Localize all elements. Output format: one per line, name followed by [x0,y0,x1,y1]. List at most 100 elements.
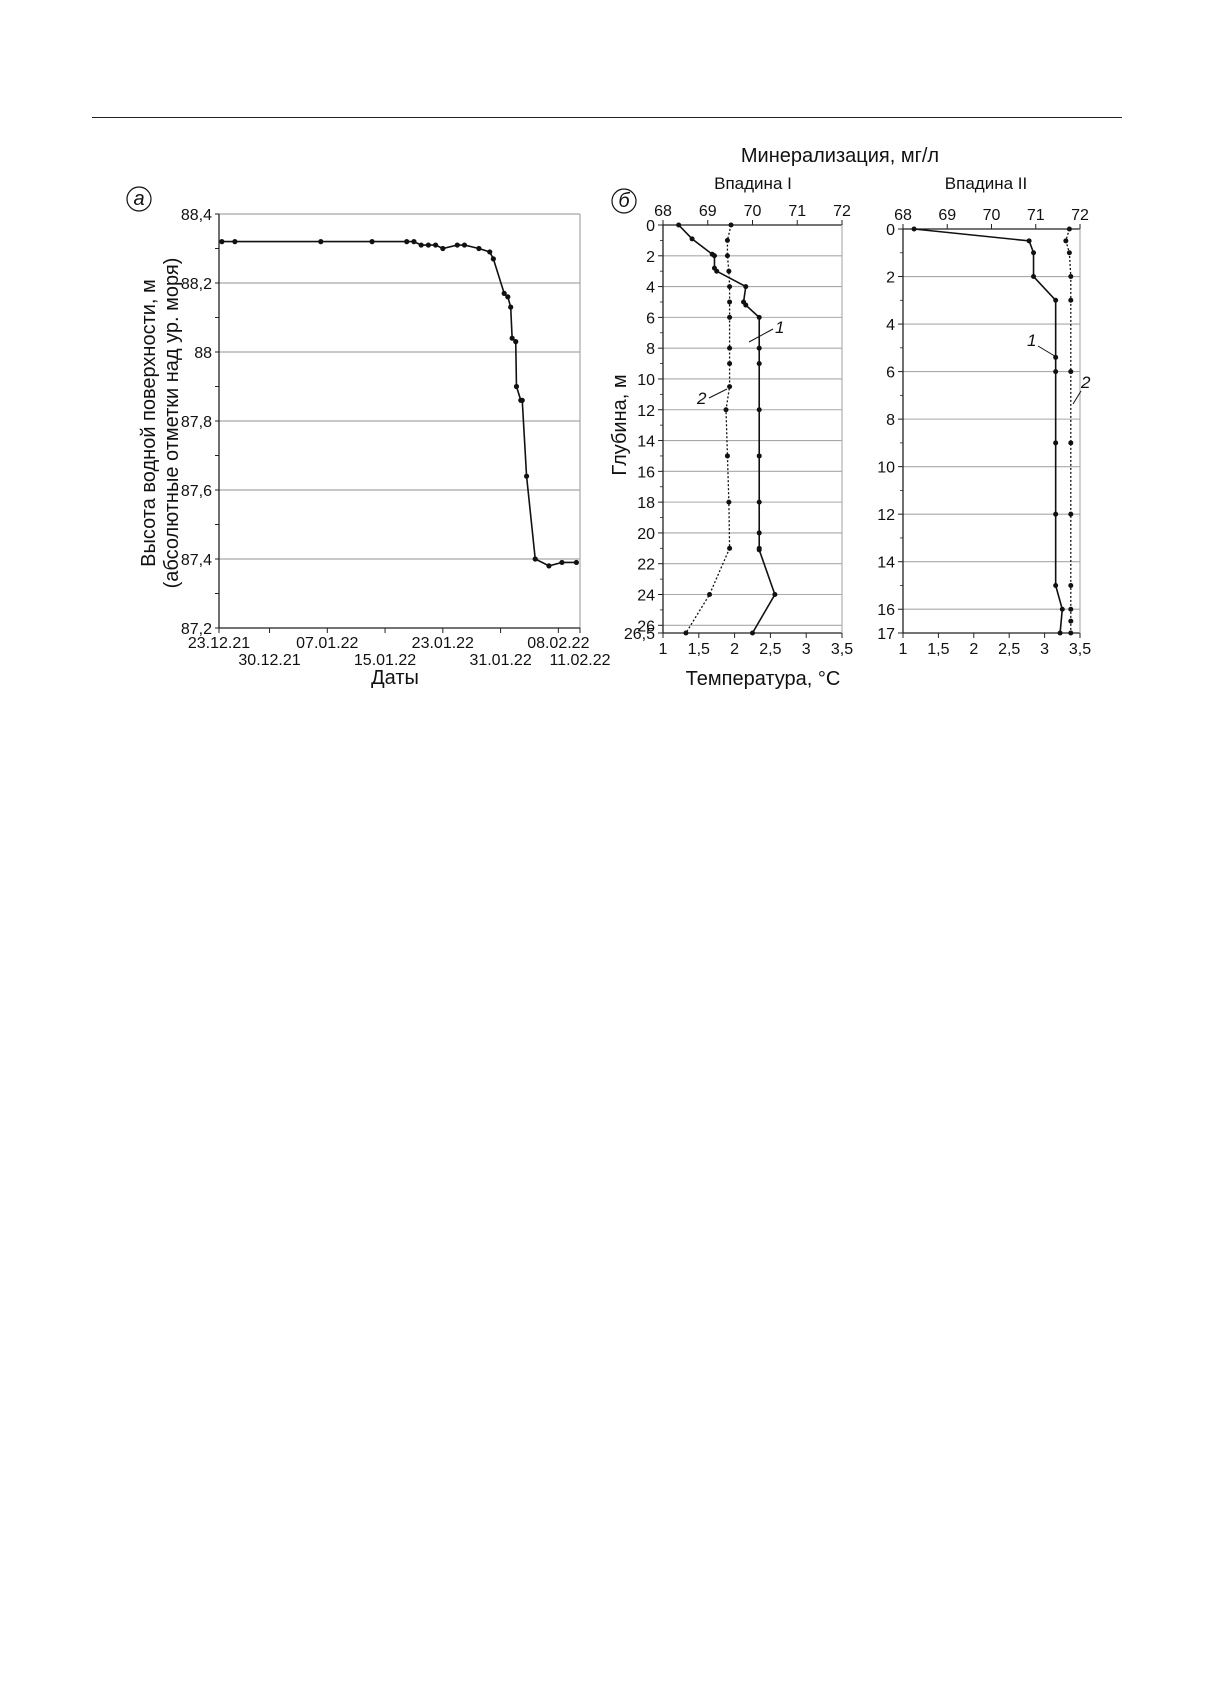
panel-a-x-tick-label: 23.12.21 [188,635,250,652]
b2-series-2-point [1068,630,1074,636]
b1-series-1-point [743,284,749,290]
b1-y-tick-label: 16 [637,464,655,481]
panel-a-data-point [546,563,552,569]
b1-bottom-tick-label: 2 [730,641,739,658]
panel-a-y-tick-label: 87,8 [181,414,212,431]
b2-series-2-line [1065,228,1072,633]
panel-a-y-tick-label: 87,2 [181,621,212,638]
b1-series-2-point [727,299,733,305]
panel-a-x-tick-label: 23.01.22 [412,635,474,652]
panel-a-data-point [559,559,565,566]
b1-y-tick-label: 0 [646,218,655,235]
b1-series-1-point [756,314,762,320]
b1-y-tick-label: 4 [646,280,655,297]
b2-series-2-point [1068,511,1074,517]
b1-series-2-point [724,453,730,459]
panel-a-tick-marks [215,213,581,633]
b1-series-2-point [727,384,733,390]
panel-a-y-tick-label: 88,2 [181,276,212,293]
b1-series-2-point [724,253,730,259]
panel-a-data-point [461,242,468,248]
chart-panel-a: 87,2 87,4 87,6 87,8 88 88,2 88,4 23.12.2130.12… [126,186,611,689]
panel-a-data-point [487,249,493,255]
b2-series-1-point [1031,274,1037,280]
depression-1-curve-2-label: 2 [696,389,707,408]
b1-top-tick-label: 70 [744,203,762,220]
b2-series-1-point [1026,238,1032,244]
b1-y-tick-label: 8 [646,341,655,358]
panel-a-data-point [519,397,525,403]
panel-a-data-point [513,383,520,390]
panel-a-x-tick-label: 07.01.22 [296,635,358,652]
b1-y-tick-label: 10 [637,372,655,389]
b2-bottom-tick-label: 1,5 [927,641,949,658]
b1-series-1-point [756,453,762,459]
depression-1-title: Впадина I [714,174,792,193]
depression-1-curve-1-label: 1 [775,318,784,337]
b2-y-tick-label: 2 [886,270,895,287]
b2-series-1-point [1053,511,1059,517]
b2-series-2-point [1068,369,1074,375]
b1-top-tick-label: 68 [654,203,672,220]
b2-top-tick-label: 70 [983,207,1001,224]
b1-y-tick-label: 6 [646,310,655,327]
b1-series-2-point [727,361,733,367]
panel-a-y-tick-label: 87,4 [181,552,212,569]
b2-series-1-point [1059,606,1065,612]
b2-y-tick-label: 17 [877,626,895,643]
b2-bottom-tick-label: 1 [899,641,908,658]
page-top-rule [92,117,1122,118]
b2-series-1-point [1053,440,1059,446]
b1-y-tick-label: 26 [637,618,655,635]
depression-2-curve-1-label: 1 [1027,331,1036,350]
panel-a-data-point [425,242,431,248]
panel-a-x-tick-label: 08.02.22 [527,635,589,652]
depth-axis-title: Глубина, м [609,374,631,475]
b2-series-2-point [1068,582,1074,588]
b2-bottom-tick-label: 2,5 [998,641,1020,658]
b2-series-2-point [1068,274,1074,280]
b1-bottom-tick-label: 1,5 [688,641,710,658]
b1-series-1-point [711,253,717,259]
b2-series-2-point [1068,297,1074,303]
b1-series-2-point [723,407,729,413]
panel-a-data-point [505,294,511,300]
panel-b-letter-text: б [618,190,630,212]
b1-series-2-point [727,545,733,551]
panel-a-data-point [418,242,424,248]
panel-a-x-tick-label: 15.01.22 [354,652,416,669]
panel-a-data-point [532,556,538,562]
depression-2-curve-2-label: 2 [1080,373,1091,392]
panel-a-data-point [513,339,519,345]
panel-a-y-tick-label: 87,6 [181,483,212,500]
b1-series-2-line [685,224,732,634]
b1-series-1-point [756,407,762,413]
panel-a-gridlines [219,213,581,628]
b2-series-1-line [913,228,1064,634]
b2-series-2-point [1066,226,1072,232]
b1-series-1-point [714,268,720,274]
b2-series-2-point [1066,250,1072,256]
panel-a-x-tick-label: 30.12.21 [238,652,300,669]
b1-series-1-point [756,361,762,367]
b2-bottom-tick-label: 2 [969,641,978,658]
b1-bottom-tick-label: 2,5 [759,641,781,658]
b2-top-tick-label: 68 [894,207,912,224]
depression-2-title: Впадина II [945,174,1027,193]
panel-a-data-point [411,239,417,245]
b2-series-1-point [1031,250,1037,256]
b2-series-1-point [1053,582,1059,588]
b2-series-2-point [1068,618,1074,624]
panel-a-data-point [476,245,482,252]
b2-y-tick-label: 6 [886,365,895,382]
b1-series-2-point [726,268,732,274]
b2-series-2-point [1063,238,1069,244]
panel-a-y-axis-title-line1: Высота водной поверхности, м [138,279,160,567]
b2-top-tick-label: 69 [938,207,956,224]
panel-a-series [219,239,579,569]
panel-a-x-tick-labels: 23.12.2130.12.2107.01.2215.01.2223.01.22… [188,635,611,669]
panel-a-series-line [221,240,577,567]
b1-series-1-point [756,547,762,553]
